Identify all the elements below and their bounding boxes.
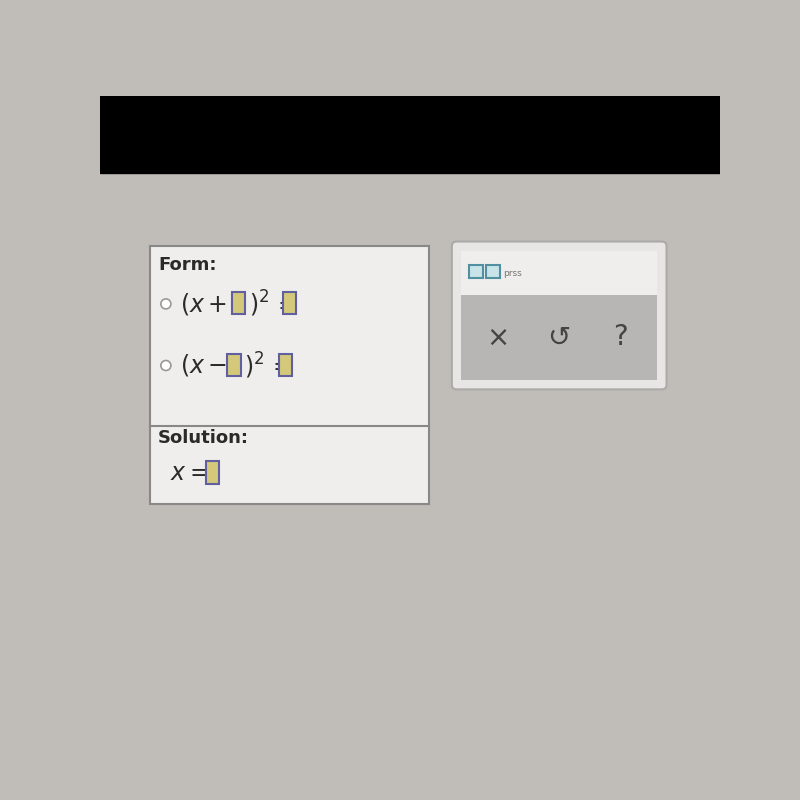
- Text: $=$: $=$: [273, 292, 297, 316]
- Bar: [100, 96, 720, 173]
- Bar: [486, 265, 500, 278]
- Text: ?: ?: [614, 323, 628, 351]
- Bar: [150, 246, 430, 504]
- Text: $(x +$: $(x +$: [180, 291, 227, 317]
- Circle shape: [161, 299, 171, 309]
- Text: $=$: $=$: [268, 354, 292, 378]
- Bar: [278, 354, 292, 376]
- Bar: [461, 250, 658, 294]
- Text: $x =$: $x =$: [170, 462, 208, 486]
- Text: $)^2$: $)^2$: [244, 350, 265, 381]
- Text: ×: ×: [486, 323, 509, 351]
- Bar: [283, 292, 297, 314]
- Text: $(x -$: $(x -$: [180, 353, 227, 378]
- Text: Form:: Form:: [158, 256, 217, 274]
- Bar: [461, 294, 658, 380]
- Text: $)^2$: $)^2$: [249, 289, 269, 319]
- Text: prss: prss: [503, 269, 522, 278]
- Circle shape: [161, 361, 171, 370]
- Text: Solution:: Solution:: [158, 429, 249, 446]
- FancyBboxPatch shape: [452, 242, 666, 390]
- Bar: [232, 292, 246, 314]
- Text: ↺: ↺: [547, 323, 571, 351]
- Bar: [469, 265, 483, 278]
- Bar: [227, 354, 241, 376]
- Bar: [206, 462, 219, 484]
